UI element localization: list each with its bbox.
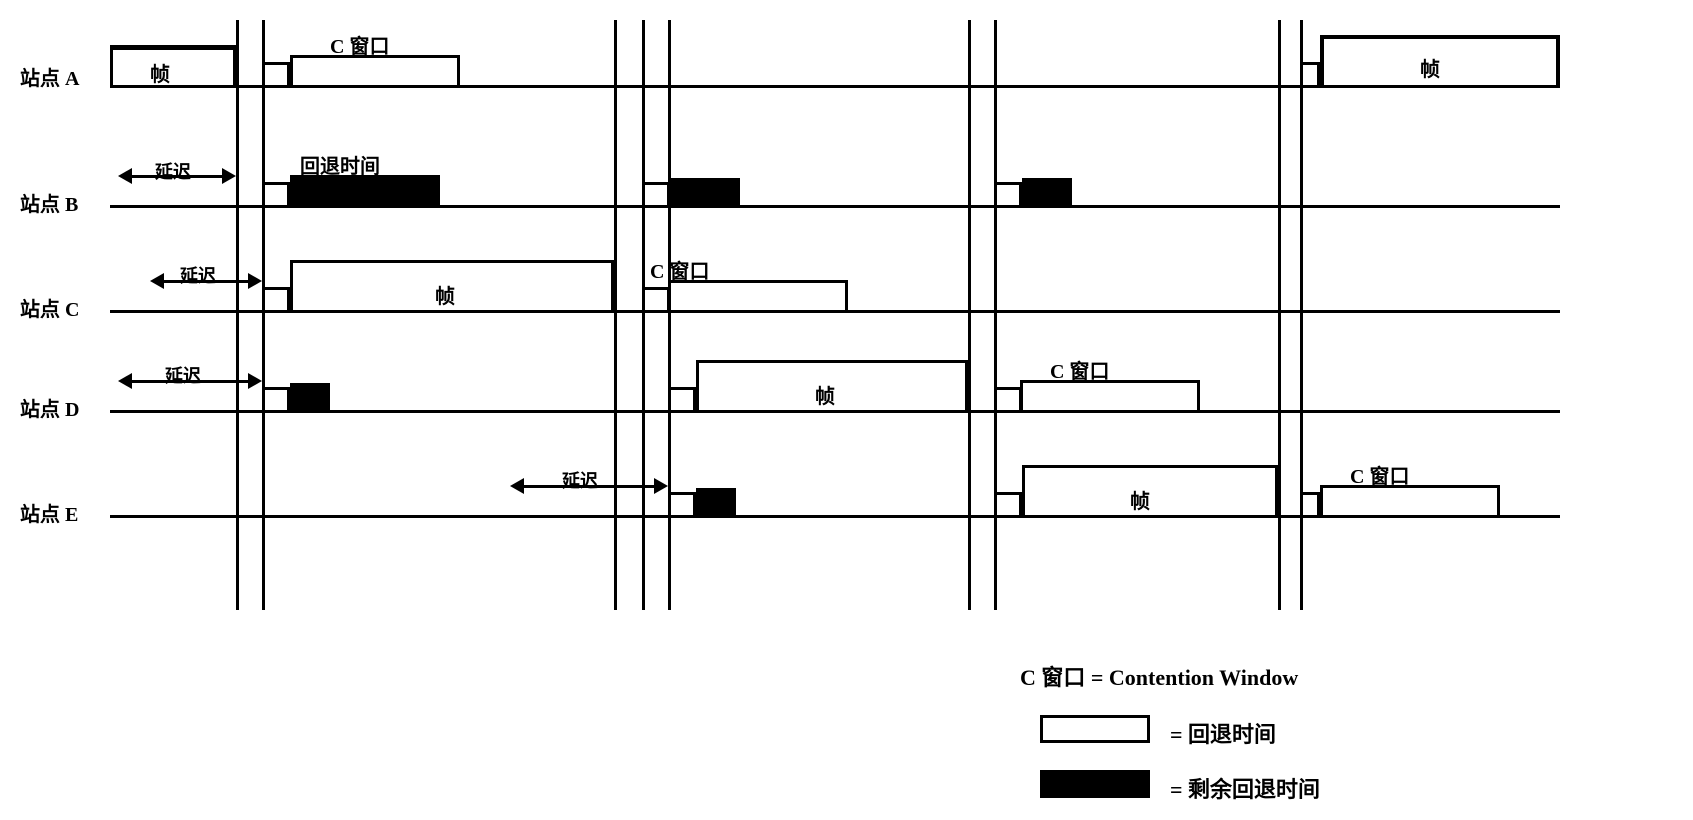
frame-label: 帧 xyxy=(1130,485,1150,514)
frame-box xyxy=(110,45,236,85)
backoff-box xyxy=(262,62,290,85)
delay-label: 延迟 xyxy=(165,362,201,388)
cwindow-box xyxy=(668,280,848,310)
arrow-right-icon xyxy=(654,478,668,494)
backoff-box xyxy=(1300,492,1320,515)
station-d-label: 站点 D xyxy=(20,393,79,422)
vline xyxy=(994,20,997,610)
cwindow-box xyxy=(1020,380,1200,410)
cwindow-label: C 窗口 xyxy=(1350,460,1409,489)
station-b-label: 站点 B xyxy=(20,188,78,217)
backoff-label: 回退时间 xyxy=(300,150,380,179)
station-a-timeline xyxy=(110,85,1560,88)
backoff-box xyxy=(262,287,290,310)
arrow-left-icon xyxy=(510,478,524,494)
backoff-box xyxy=(642,287,670,310)
vline xyxy=(642,20,645,610)
vline xyxy=(668,20,671,610)
arrow-right-icon xyxy=(248,373,262,389)
cwindow-label: C 窗口 xyxy=(650,255,709,284)
vline xyxy=(1278,20,1281,610)
frame-label: 帧 xyxy=(815,380,835,409)
station-c-label: 站点 C xyxy=(20,293,79,322)
station-b-timeline xyxy=(110,205,1560,208)
backoff-box xyxy=(994,387,1022,410)
remaining-backoff-box xyxy=(290,175,440,205)
station-a-label: 站点 A xyxy=(20,62,79,91)
frame-box xyxy=(1022,465,1278,515)
backoff-box xyxy=(994,182,1022,205)
vline xyxy=(614,20,617,610)
delay-label: 延迟 xyxy=(562,467,598,493)
delay-label: 延迟 xyxy=(155,158,191,184)
remaining-backoff-box xyxy=(290,383,330,410)
station-e-label: 站点 E xyxy=(20,498,78,527)
delay-label: 延迟 xyxy=(180,262,216,288)
backoff-box xyxy=(668,387,696,410)
vline xyxy=(1300,20,1303,610)
remaining-backoff-box xyxy=(1022,178,1072,205)
frame-label: 帧 xyxy=(435,280,455,309)
frame-label: 帧 xyxy=(1420,53,1440,82)
cwindow-label: C 窗口 xyxy=(330,30,389,59)
vline xyxy=(236,20,239,610)
cwindow-label: C 窗口 xyxy=(1050,355,1109,384)
legend-backoff-box xyxy=(1040,715,1150,743)
backoff-box xyxy=(994,492,1022,515)
legend-backoff-text: = 回退时间 xyxy=(1170,717,1276,749)
station-c-timeline xyxy=(110,310,1560,313)
station-d-timeline xyxy=(110,410,1560,413)
backoff-box xyxy=(642,182,670,205)
backoff-box xyxy=(668,492,696,515)
arrow-right-icon xyxy=(248,273,262,289)
station-e-timeline xyxy=(110,515,1560,518)
cwindow-box xyxy=(1320,485,1500,515)
frame-box xyxy=(1320,35,1560,85)
legend-remaining-text: = 剩余回退时间 xyxy=(1170,772,1320,804)
remaining-backoff-box xyxy=(670,178,740,205)
arrow-right-icon xyxy=(222,168,236,184)
backoff-box xyxy=(1300,62,1320,85)
backoff-box xyxy=(262,182,290,205)
frame-label: 帧 xyxy=(150,58,170,87)
legend-cwindow-text: C 窗口 = Contention Window xyxy=(1020,660,1298,692)
timing-diagram: 站点 A 帧 C 窗口 帧 站点 B 延迟 回退时间 站点 C 延迟 帧 C 窗… xyxy=(0,0,1693,820)
remaining-backoff-box xyxy=(696,488,736,515)
arrow-left-icon xyxy=(118,168,132,184)
vline xyxy=(262,20,265,610)
legend-remaining-box xyxy=(1040,770,1150,798)
arrow-left-icon xyxy=(118,373,132,389)
vline xyxy=(968,20,971,610)
backoff-box xyxy=(262,387,290,410)
cwindow-box xyxy=(290,55,460,85)
arrow-left-icon xyxy=(150,273,164,289)
